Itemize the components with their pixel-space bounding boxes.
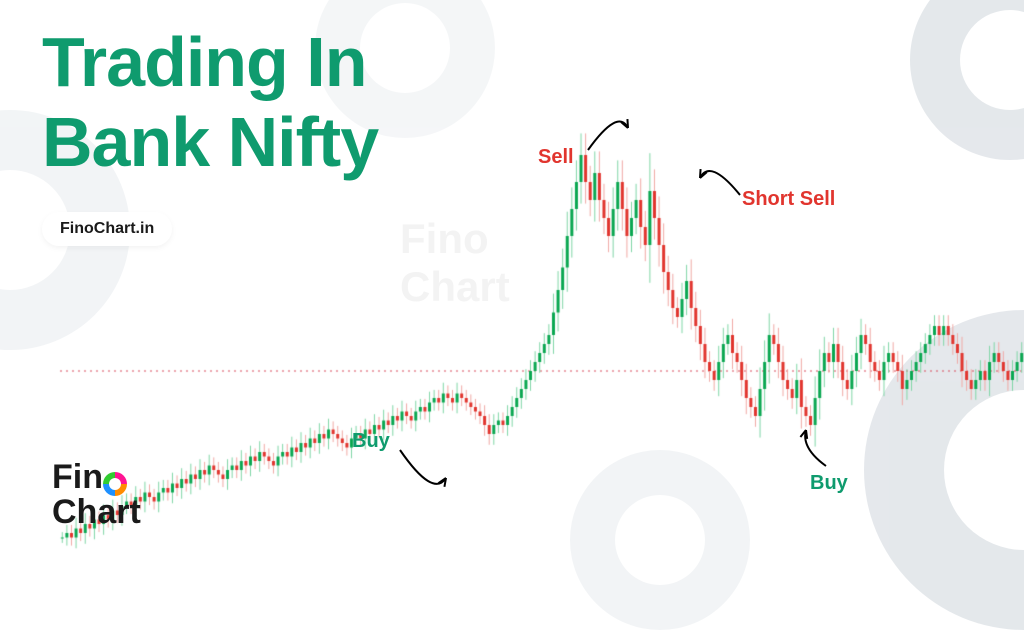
logo-text-fin: Fin bbox=[52, 458, 103, 496]
decorative-donut bbox=[864, 310, 1024, 630]
decorative-donut bbox=[570, 450, 750, 630]
logo-o-icon bbox=[103, 472, 127, 496]
chart-annotation: Buy bbox=[352, 430, 390, 453]
watermark-line1: Fino bbox=[400, 215, 489, 262]
website-pill: FinoChart.in bbox=[42, 212, 172, 246]
chart-annotation: Sell bbox=[538, 146, 574, 169]
logo-text-chart: Chart bbox=[52, 497, 141, 528]
watermark-logo: Fino Chart bbox=[400, 215, 510, 311]
decorative-donut bbox=[910, 0, 1024, 160]
chart-annotation: Buy bbox=[810, 472, 848, 495]
watermark-line2: Chart bbox=[400, 263, 510, 310]
title-line-1: Trading In bbox=[42, 22, 366, 102]
brand-logo: Fin Chart bbox=[52, 458, 141, 528]
chart-annotation: Short Sell bbox=[742, 188, 835, 211]
title-line-2: Bank Nifty bbox=[42, 102, 378, 182]
